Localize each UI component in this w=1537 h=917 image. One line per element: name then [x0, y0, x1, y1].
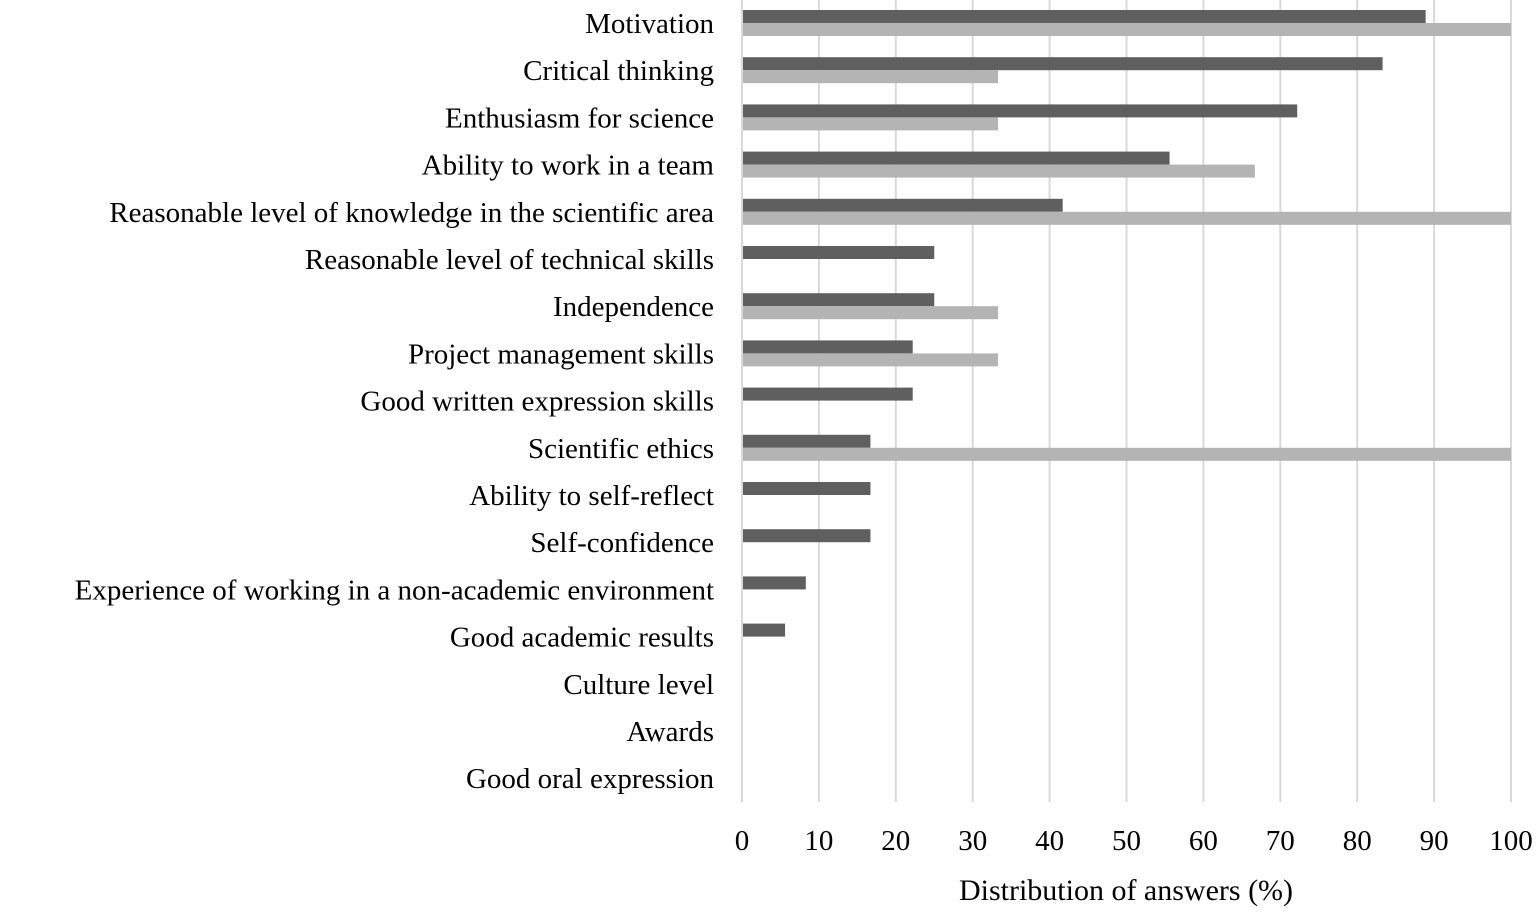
- x-tick-label: 100: [1489, 825, 1533, 857]
- x-tick-label: 10: [804, 825, 833, 857]
- bar-dark: [743, 246, 935, 259]
- category-label: Reasonable level of knowledge in the sci…: [109, 197, 714, 229]
- x-axis-title: Distribution of answers (%): [959, 874, 1293, 907]
- category-label: Good oral expression: [466, 763, 715, 795]
- category-label: Critical thinking: [523, 55, 714, 87]
- bar-light: [743, 447, 1511, 461]
- bar-dark: [743, 198, 1063, 212]
- category-label: Self-confidence: [530, 527, 714, 559]
- bar-light: [743, 211, 1511, 225]
- category-label: Project management skills: [408, 338, 714, 370]
- category-label: Good written expression skills: [360, 386, 714, 418]
- category-label: Motivation: [585, 8, 714, 40]
- bar-dark: [743, 623, 786, 637]
- bar-dark: [743, 387, 913, 401]
- category-label: Good academic results: [450, 622, 714, 654]
- x-tick-label: 50: [1112, 825, 1141, 857]
- bar-dark: [743, 529, 871, 543]
- x-tick-label: 80: [1343, 825, 1372, 857]
- bar-light: [743, 117, 999, 131]
- x-tick-labels: 0 10 20 30 40 50 60 70 80 90 100: [735, 825, 1533, 857]
- category-label: Experience of working in a non-academic …: [75, 574, 714, 606]
- x-tick-label: 20: [881, 825, 910, 857]
- x-tick-label: 0: [735, 825, 750, 857]
- bar-light: [743, 353, 999, 367]
- bar-dark: [743, 340, 913, 354]
- bars: [743, 10, 1511, 637]
- bar-dark: [743, 434, 871, 448]
- category-label: Reasonable level of technical skills: [305, 244, 714, 276]
- bar-dark: [743, 57, 1383, 71]
- bar-dark: [743, 482, 871, 495]
- category-label: Ability to self-reflect: [469, 480, 714, 512]
- gridlines: [741, 0, 1512, 802]
- bar-light: [743, 23, 1511, 36]
- x-tick-label: 60: [1189, 825, 1218, 857]
- category-label: Culture level: [563, 669, 714, 701]
- bar-dark: [743, 576, 806, 590]
- category-label: Scientific ethics: [528, 433, 714, 465]
- bar-light: [743, 70, 999, 84]
- category-label: Awards: [626, 716, 714, 748]
- category-labels: Motivation Critical thinking Enthusiasm fo…: [75, 8, 715, 795]
- category-label: Ability to work in a team: [422, 150, 715, 182]
- category-label: Enthusiasm for science: [445, 102, 714, 134]
- x-tick-label: 40: [1035, 825, 1064, 857]
- bar-light: [743, 306, 999, 320]
- bar-light: [743, 164, 1255, 178]
- bar-dark: [743, 151, 1170, 165]
- x-tick-label: 70: [1266, 825, 1295, 857]
- bar-dark: [743, 293, 935, 307]
- category-label: Independence: [553, 291, 714, 323]
- x-tick-label: 30: [958, 825, 987, 857]
- x-tick-label: 90: [1420, 825, 1449, 857]
- bar-dark: [743, 10, 1426, 23]
- bar-dark: [743, 104, 1298, 118]
